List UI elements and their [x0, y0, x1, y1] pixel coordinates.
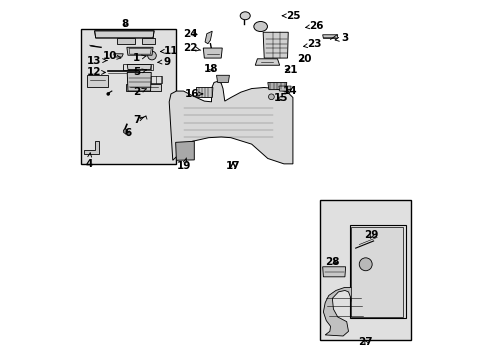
Polygon shape [278, 86, 290, 91]
Polygon shape [322, 35, 337, 39]
Text: 17: 17 [225, 161, 240, 171]
Text: 21: 21 [283, 64, 297, 75]
Text: 6: 6 [124, 129, 131, 138]
Ellipse shape [253, 22, 267, 32]
Bar [81, 30, 176, 164]
Text: 26: 26 [305, 21, 323, 31]
Polygon shape [142, 39, 155, 44]
Text: 10: 10 [103, 51, 121, 61]
Text: 14: 14 [283, 86, 297, 96]
Polygon shape [94, 31, 154, 38]
Text: 22: 22 [183, 43, 201, 53]
Bar [319, 200, 410, 339]
Circle shape [268, 94, 274, 100]
Polygon shape [127, 72, 151, 91]
Polygon shape [322, 267, 345, 277]
Polygon shape [204, 31, 212, 44]
Circle shape [147, 51, 156, 60]
Text: 7: 7 [133, 115, 143, 125]
Text: 27: 27 [358, 337, 372, 347]
Polygon shape [175, 141, 194, 160]
Text: 2: 2 [133, 87, 146, 97]
Text: 12: 12 [86, 67, 105, 77]
Circle shape [106, 92, 110, 96]
Text: 4: 4 [85, 153, 92, 169]
Text: 23: 23 [303, 40, 321, 49]
Polygon shape [169, 81, 292, 164]
Text: 20: 20 [297, 54, 311, 64]
Polygon shape [196, 87, 212, 98]
Text: 25: 25 [282, 11, 300, 21]
Polygon shape [113, 54, 123, 57]
Text: 19: 19 [177, 158, 191, 171]
Text: 29: 29 [364, 230, 378, 239]
Circle shape [359, 258, 371, 271]
Text: 18: 18 [204, 64, 218, 74]
Polygon shape [126, 47, 153, 55]
Text: 5: 5 [133, 67, 146, 77]
Polygon shape [267, 82, 286, 90]
Text: 8: 8 [122, 19, 129, 29]
Polygon shape [351, 226, 402, 317]
Polygon shape [126, 84, 161, 91]
Text: 1: 1 [133, 53, 146, 63]
Polygon shape [86, 75, 107, 87]
Polygon shape [216, 75, 229, 82]
Text: 16: 16 [185, 89, 202, 99]
Polygon shape [127, 64, 151, 69]
Ellipse shape [240, 12, 250, 20]
Polygon shape [255, 59, 279, 65]
Text: 28: 28 [325, 257, 339, 267]
Polygon shape [323, 288, 364, 336]
Text: 11: 11 [160, 46, 178, 56]
Text: 9: 9 [158, 57, 171, 67]
Text: 3: 3 [334, 33, 348, 43]
Text: 24: 24 [183, 29, 198, 39]
Text: 13: 13 [86, 55, 107, 66]
Polygon shape [203, 48, 222, 58]
Polygon shape [263, 32, 287, 58]
Text: 15: 15 [274, 93, 288, 103]
Bar [349, 225, 405, 318]
Polygon shape [83, 140, 99, 154]
Polygon shape [117, 39, 135, 44]
Circle shape [123, 129, 127, 134]
